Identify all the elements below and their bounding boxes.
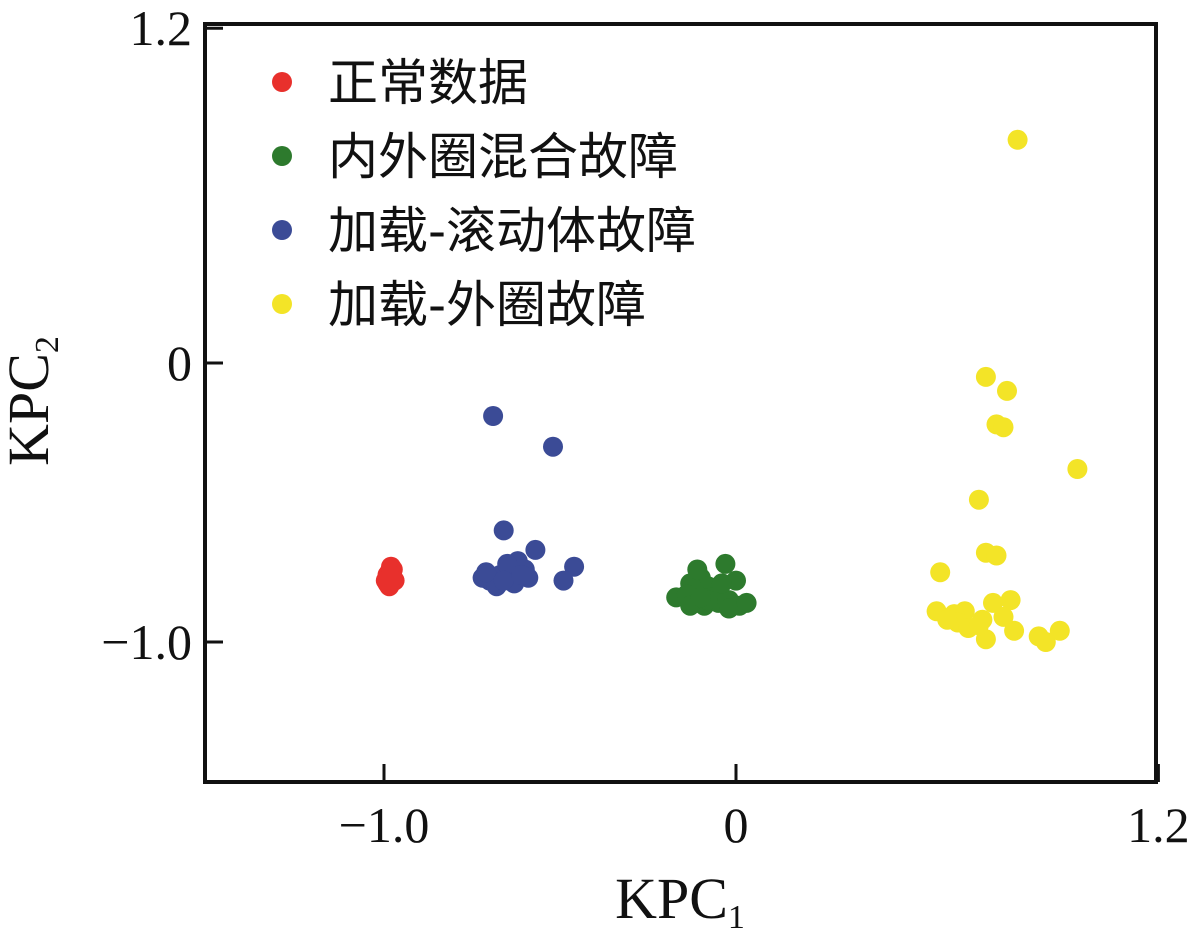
data-point xyxy=(476,562,497,583)
data-point xyxy=(690,587,711,608)
data-point xyxy=(1007,129,1028,150)
data-point xyxy=(525,539,546,560)
data-point xyxy=(511,565,532,585)
data-point xyxy=(975,366,996,387)
data-point xyxy=(553,570,574,591)
data-point xyxy=(711,573,732,594)
y-axis-title-subscript: 2 xyxy=(29,336,66,353)
data-point xyxy=(986,545,1007,566)
data-points xyxy=(375,129,1088,652)
data-point xyxy=(736,592,757,613)
legend-marker xyxy=(272,146,292,166)
legend-label: 加载-滚动体故障 xyxy=(328,202,696,260)
data-point xyxy=(1049,620,1070,641)
data-point xyxy=(937,609,958,630)
data-point xyxy=(687,559,708,580)
x-axis-title-base: KPC xyxy=(615,866,728,931)
y-tick-label: 1.2 xyxy=(130,0,193,56)
data-point xyxy=(497,553,518,574)
data-point xyxy=(930,562,951,583)
data-point xyxy=(993,417,1014,438)
x-tick-label: −1.0 xyxy=(339,797,430,853)
x-tick-label: 1.2 xyxy=(1127,797,1190,853)
data-point xyxy=(983,592,1003,613)
data-point xyxy=(483,406,504,426)
data-point xyxy=(1000,590,1021,611)
data-point xyxy=(715,553,736,574)
y-tick-label: −1.0 xyxy=(101,614,192,670)
y-tick-label: 0 xyxy=(167,335,192,391)
x-axis-title: KPC1 xyxy=(615,866,745,932)
legend-marker xyxy=(272,294,292,314)
data-point xyxy=(968,489,989,510)
x-axis-title-subscript: 1 xyxy=(728,899,745,932)
plot-frame xyxy=(203,22,1158,784)
legend-label: 加载-外圈故障 xyxy=(328,276,646,334)
data-point xyxy=(719,598,739,619)
data-point xyxy=(564,556,585,577)
data-point xyxy=(1035,632,1056,652)
x-tick-label: 0 xyxy=(724,797,749,853)
data-point xyxy=(997,380,1017,401)
data-point xyxy=(493,520,514,541)
legend-label: 正常数据 xyxy=(328,54,528,112)
y-axis-title-base: KPC xyxy=(0,353,61,466)
legend-marker xyxy=(272,220,292,240)
legend-label: 内外圈混合故障 xyxy=(328,128,678,186)
data-point xyxy=(1004,620,1025,641)
axis-ticks: −1.0 0 1.2 1.2 0 −1.0 xyxy=(101,0,1189,853)
data-point xyxy=(543,436,563,457)
data-point xyxy=(493,570,514,591)
y-axis-title: KPC2 xyxy=(0,336,66,466)
data-point xyxy=(384,570,405,591)
legend-marker xyxy=(272,72,292,92)
data-point xyxy=(1067,459,1088,479)
data-point xyxy=(993,606,1014,627)
data-point xyxy=(968,615,989,636)
